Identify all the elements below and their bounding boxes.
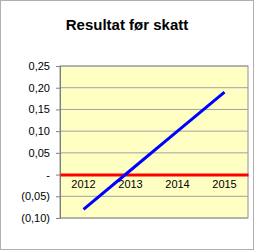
y-tick: - [46, 169, 60, 181]
line [84, 92, 225, 209]
grid-line [60, 174, 248, 175]
y-tick: (0,05) [21, 190, 60, 202]
x-axis-line [61, 174, 249, 177]
y-tick-label: 0,10 [29, 125, 50, 137]
y-axis: 0,25 0,20 0,15 0,10 0,05 - (0,05) (0,10) [21, 60, 60, 224]
y-tick-label: 0,05 [29, 147, 50, 159]
y-tick-label: - [46, 169, 50, 181]
y-tick-label: (0,05) [21, 190, 50, 202]
y-tick: 0,20 [29, 82, 60, 94]
title: Resultat før skatt [66, 16, 189, 33]
y-tick: 0,25 [29, 60, 60, 72]
y-tick-mark [56, 196, 60, 197]
plot-area [60, 66, 248, 218]
grid-line [60, 87, 248, 88]
grid-line [60, 109, 248, 110]
x-axis: 2012 2013 2014 2015 [61, 175, 249, 191]
x-tick-label: 2014 [165, 178, 189, 190]
x-tick: 2012 [71, 175, 95, 191]
x-tick: 2015 [212, 175, 236, 191]
grid-line [60, 66, 248, 67]
y-tick-mark [56, 175, 60, 176]
y-tick: 0,10 [29, 125, 60, 137]
x-tick-label: 2015 [212, 178, 236, 190]
chart: Resultat før skatt 0,25 0,20 0,15 0,10 0,05 - (… [0, 0, 254, 250]
x-tick-label: 2013 [118, 178, 142, 190]
y-tick-label: 0,25 [29, 60, 50, 72]
y-tick-mark [56, 153, 60, 154]
y-tick-mark [56, 109, 60, 110]
grid [60, 66, 248, 218]
series [84, 92, 225, 209]
y-tick: 0,05 [29, 147, 60, 159]
x-tick-label: 2012 [71, 178, 95, 190]
x-tick: 2014 [165, 175, 189, 191]
y-tick-mark [56, 66, 60, 67]
y-tick: 0,15 [29, 103, 60, 115]
grid-line [60, 131, 248, 132]
chart-border [1, 1, 254, 250]
y-tick-label: 0,20 [29, 82, 50, 94]
y-tick-label: 0,15 [29, 103, 50, 115]
y-tick-mark [56, 88, 60, 89]
grid-line [60, 196, 248, 197]
y-axis-line [56, 67, 61, 219]
plot: 0,250,200,150,100,05-(0,05)(0,10)2012201… [21, 60, 248, 224]
y-tick: (0,10) [21, 212, 60, 224]
y-tick-label: (0,10) [21, 212, 50, 224]
grid-line [60, 218, 248, 219]
y-tick-mark [56, 218, 60, 219]
y-tick-mark [56, 131, 60, 132]
